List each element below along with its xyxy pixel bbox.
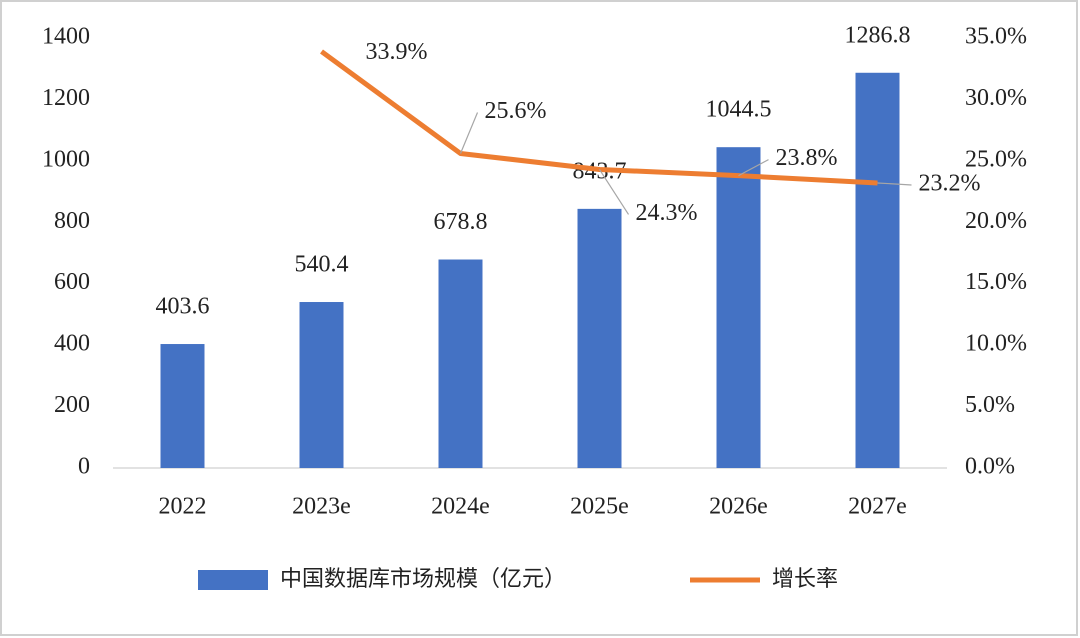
x-tick-label: 2025e [570,494,629,520]
legend-text: 增长率 [772,567,838,592]
y2-tick-label: 5.0% [965,392,1015,418]
line [320,49,878,186]
bar-value-label: 1044.5 [706,97,772,123]
y-tick-label: 1400 [42,24,90,50]
bar [299,302,344,468]
x-tick-label: 2024e [431,494,490,520]
leader-line [877,182,912,186]
bar-value-label: 1286.8 [845,22,911,48]
y2-tick-label: 0.0% [965,454,1015,480]
legend-swatch [198,570,268,590]
line-value-label: 33.9% [366,39,428,65]
y2-tick-label: 20.0% [965,208,1027,234]
bar [716,147,761,469]
line-value-label: 23.2% [919,170,981,196]
y-tick-label: 1200 [42,85,90,111]
x-tick-label: 2026e [709,494,768,520]
bar [855,72,900,469]
x-tick-label: 2022 [159,494,207,520]
y2-tick-label: 35.0% [965,24,1027,50]
x-tick-label: 2023e [292,494,351,520]
y2-tick-label: 25.0% [965,146,1027,172]
y2-tick-label: 30.0% [965,85,1027,111]
y-tick-label: 1000 [42,146,90,172]
bar [160,344,205,468]
bar-value-label: 678.8 [434,209,488,235]
y-tick-label: 400 [54,331,90,357]
y2-tick-label: 15.0% [965,269,1027,295]
y-tick-label: 600 [54,269,90,295]
bar-value-label: 540.4 [295,252,349,278]
bar [438,259,483,468]
bar [577,208,622,468]
leader-line [598,169,630,215]
x-tick-label: 2027e [848,494,907,520]
line-value-label: 25.6% [485,98,547,124]
y-tick-label: 0 [78,454,90,480]
legend-text: 中国数据库市场规模（亿元） [280,567,566,592]
bar-value-label: 403.6 [156,294,210,320]
y-tick-label: 200 [54,392,90,418]
line-value-label: 23.8% [776,145,838,171]
y-tick-label: 800 [54,208,90,234]
line-value-label: 24.3% [636,200,698,226]
leader-line [459,112,479,154]
y2-tick-label: 10.0% [965,331,1027,357]
leader-line [738,159,769,177]
